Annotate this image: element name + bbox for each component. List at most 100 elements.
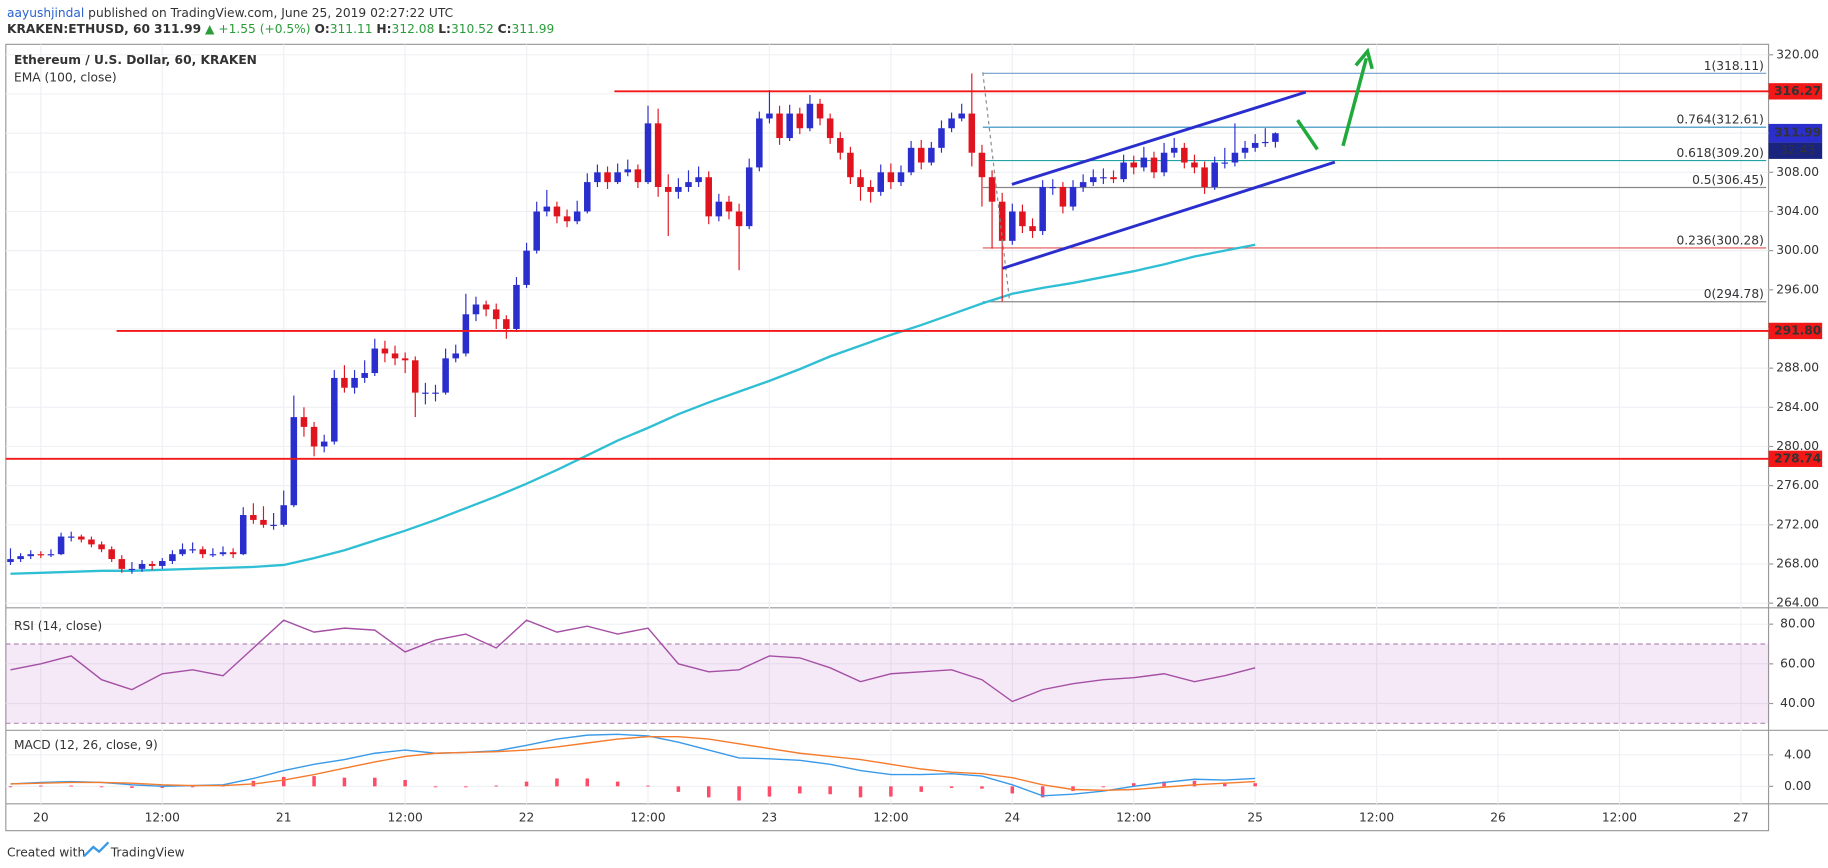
candle-body bbox=[462, 314, 470, 354]
macd-histogram-bar bbox=[99, 786, 104, 788]
candle-body bbox=[584, 182, 591, 212]
candle-body bbox=[1059, 186, 1067, 207]
candle-body bbox=[624, 169, 632, 173]
candle-body bbox=[533, 211, 540, 251]
candle-body bbox=[250, 515, 257, 520]
candle-body bbox=[543, 206, 551, 212]
candle-body bbox=[1191, 162, 1198, 168]
macd-histogram-bar bbox=[919, 786, 923, 792]
y-tick-label: 304.00 bbox=[1776, 204, 1819, 218]
candle-body bbox=[725, 201, 733, 212]
candle-body bbox=[644, 123, 652, 183]
level-box bbox=[1768, 450, 1823, 467]
candle-body bbox=[422, 392, 429, 394]
candle-body bbox=[806, 103, 814, 129]
candle-body bbox=[867, 186, 874, 192]
x-tick-label: 23 bbox=[762, 810, 778, 824]
macd-histogram-bar bbox=[798, 786, 802, 794]
candle-body bbox=[1100, 177, 1107, 179]
candle-body bbox=[1039, 186, 1046, 232]
rsi-band bbox=[5, 644, 1769, 724]
y-tick-label: 296.00 bbox=[1776, 282, 1819, 296]
candle-body bbox=[998, 201, 1006, 241]
macd-histogram-bar bbox=[8, 786, 13, 788]
candle-body bbox=[1221, 162, 1229, 164]
candle-body bbox=[452, 353, 460, 359]
candle-body bbox=[1110, 177, 1117, 180]
ohlc-value: 311.11 bbox=[330, 22, 373, 36]
candle-body bbox=[1251, 142, 1259, 148]
macd-histogram-bar bbox=[858, 786, 863, 798]
candle-body bbox=[968, 113, 976, 153]
candle-body bbox=[371, 348, 379, 374]
channel-lower bbox=[1002, 160, 1336, 270]
symbol: KRAKEN:ETHUSD, 60 bbox=[7, 22, 150, 36]
macd-histogram-bar bbox=[1040, 786, 1045, 798]
candle-body bbox=[290, 417, 298, 506]
candle-body bbox=[1079, 182, 1087, 187]
x-tick-label: 20 bbox=[33, 810, 49, 824]
candle-body bbox=[239, 515, 247, 555]
candle-body bbox=[88, 539, 95, 545]
candle-body bbox=[1272, 133, 1279, 142]
candle-body bbox=[148, 563, 156, 566]
candle-body bbox=[432, 392, 439, 394]
candle-body bbox=[614, 172, 621, 183]
candle-body bbox=[826, 118, 834, 139]
candle-body bbox=[1130, 162, 1137, 168]
candle-body bbox=[118, 559, 126, 569]
macd-histogram-bar bbox=[1162, 781, 1166, 787]
candle-body bbox=[270, 524, 277, 526]
change: ▲ +1.55 (+0.5%) bbox=[205, 22, 311, 36]
y-tick-label: 272.00 bbox=[1776, 517, 1819, 531]
macd-histogram-bar bbox=[494, 785, 498, 787]
candle-body bbox=[776, 113, 783, 139]
ohlc-value: 311.99 bbox=[512, 22, 555, 36]
level-label: 316.27 bbox=[1774, 84, 1821, 98]
x-tick-label: 22 bbox=[519, 810, 535, 824]
candle-body bbox=[179, 549, 186, 555]
candle-body bbox=[988, 177, 996, 202]
candle-body bbox=[1009, 211, 1016, 241]
x-tick-label: 12:00 bbox=[1359, 810, 1394, 824]
footer-brand[interactable]: TradingView bbox=[110, 845, 185, 859]
author[interactable]: aayushjindal bbox=[7, 5, 84, 19]
candle-body bbox=[837, 138, 844, 153]
candle-body bbox=[1241, 147, 1249, 153]
candle-body bbox=[1019, 211, 1026, 227]
candle-body bbox=[260, 519, 267, 525]
candle-body bbox=[1120, 162, 1127, 180]
fib-label: 0.5(306.45) bbox=[1692, 173, 1764, 187]
candle-body bbox=[1069, 186, 1077, 207]
candle-body bbox=[816, 103, 824, 119]
x-tick-label: 24 bbox=[1005, 810, 1021, 824]
candle-body bbox=[1170, 147, 1178, 153]
candle-body bbox=[695, 177, 702, 183]
signal-line bbox=[10, 736, 1256, 791]
macd-histogram-bar bbox=[737, 786, 741, 801]
candle-body bbox=[847, 152, 854, 178]
candle-body bbox=[1029, 226, 1036, 232]
fib-label: 0.764(312.61) bbox=[1677, 113, 1764, 127]
countdown-label: 32:43 bbox=[1780, 143, 1815, 157]
candle-body bbox=[7, 559, 14, 563]
candle-body bbox=[735, 211, 743, 227]
candle-body bbox=[766, 113, 773, 119]
candle-body bbox=[78, 536, 85, 540]
candle-body bbox=[897, 172, 905, 183]
y-tick-label: 288.00 bbox=[1776, 361, 1819, 375]
candle-body bbox=[675, 186, 682, 192]
candle-body bbox=[1150, 157, 1158, 173]
candle-body bbox=[907, 147, 915, 173]
ohlc-value: 310.52 bbox=[451, 22, 494, 36]
price: 311.99 bbox=[154, 22, 201, 36]
candle-body bbox=[351, 377, 358, 388]
candle-body bbox=[57, 536, 65, 555]
candle-body bbox=[219, 552, 227, 555]
header-line1: aayushjindal published on TradingView.co… bbox=[7, 5, 453, 19]
macd-histogram-bar bbox=[949, 786, 954, 788]
y-tick-label: 280.00 bbox=[1776, 439, 1819, 453]
